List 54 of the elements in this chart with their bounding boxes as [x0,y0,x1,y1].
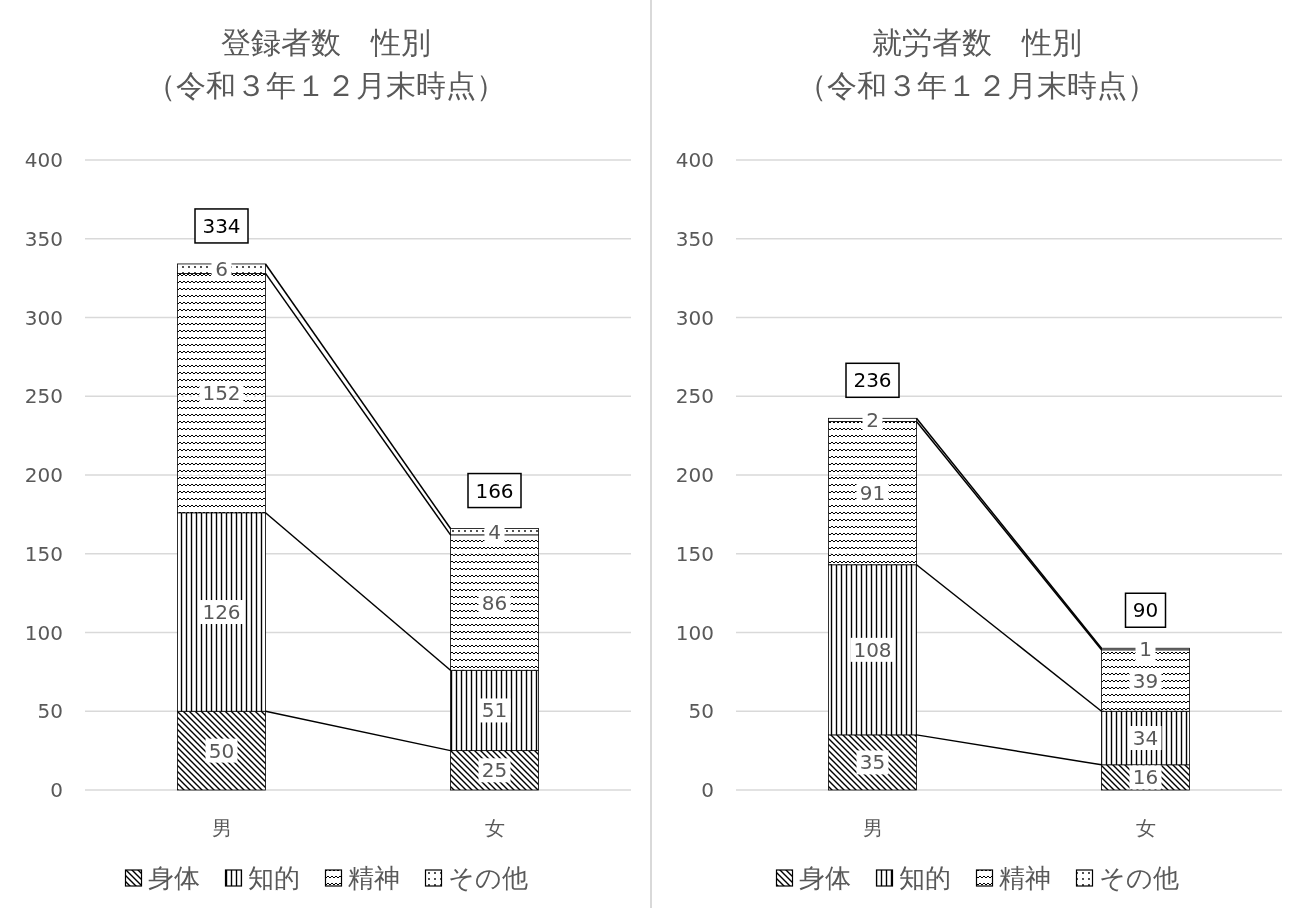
total-label: 334 [202,213,241,238]
data-label: 50 [208,738,235,763]
y-tick-label: 200 [675,463,714,487]
y-tick-label: 250 [675,384,714,409]
data-label: 4 [488,519,501,544]
data-label: 126 [202,600,241,625]
y-tick-label: 400 [24,148,63,172]
y-tick-label: 300 [24,305,63,330]
chart-title: 登録者数 性別 [220,24,431,60]
data-label: 16 [1132,765,1159,790]
legend-label: 知的 [898,863,951,893]
legend-label: その他 [1098,863,1179,893]
y-tick-label: 350 [675,226,714,251]
data-label: 51 [481,698,508,723]
total-label: 236 [853,368,892,393]
data-label: 91 [859,481,886,506]
y-tick-label: 250 [24,384,63,409]
y-tick-label: 200 [24,463,63,487]
legend-label: 身体 [798,863,851,893]
data-label: 108 [853,637,892,662]
x-tick-label: 男 [862,816,883,840]
data-label: 152 [202,381,241,406]
legend-label: その他 [447,863,528,893]
total-label: 90 [1132,598,1159,623]
y-tick-label: 0 [701,778,714,802]
y-tick-label: 100 [24,620,63,645]
total-label: 166 [475,478,514,503]
y-tick-label: 150 [24,541,63,566]
y-tick-label: 300 [675,305,714,330]
data-label: 34 [1132,726,1159,751]
y-tick-label: 150 [675,541,714,566]
y-tick-label: 350 [24,226,63,251]
legend-label: 精神 [998,863,1051,893]
data-label: 39 [1132,668,1159,693]
chart-subtitle: （令和３年１２月末時点） [796,67,1157,103]
y-tick-label: 400 [675,148,714,172]
x-tick-label: 女 [1135,816,1156,840]
y-tick-label: 50 [688,699,714,724]
data-label: 1 [1139,637,1152,662]
data-label: 2 [866,407,879,432]
y-tick-label: 100 [675,620,714,645]
data-label: 35 [859,750,886,775]
legend-label: 精神 [347,863,400,893]
data-label: 86 [481,590,508,615]
chart-subtitle: （令和３年１２月末時点） [145,67,506,103]
data-label: 25 [481,758,508,783]
legend-label: 知的 [247,863,300,893]
x-tick-label: 男 [211,816,232,840]
x-tick-label: 女 [484,816,505,840]
chart-title: 就労者数 性別 [871,24,1082,60]
data-label: 6 [215,256,228,281]
y-tick-label: 0 [50,778,63,802]
y-tick-label: 50 [37,699,63,724]
legend-label: 身体 [147,863,200,893]
